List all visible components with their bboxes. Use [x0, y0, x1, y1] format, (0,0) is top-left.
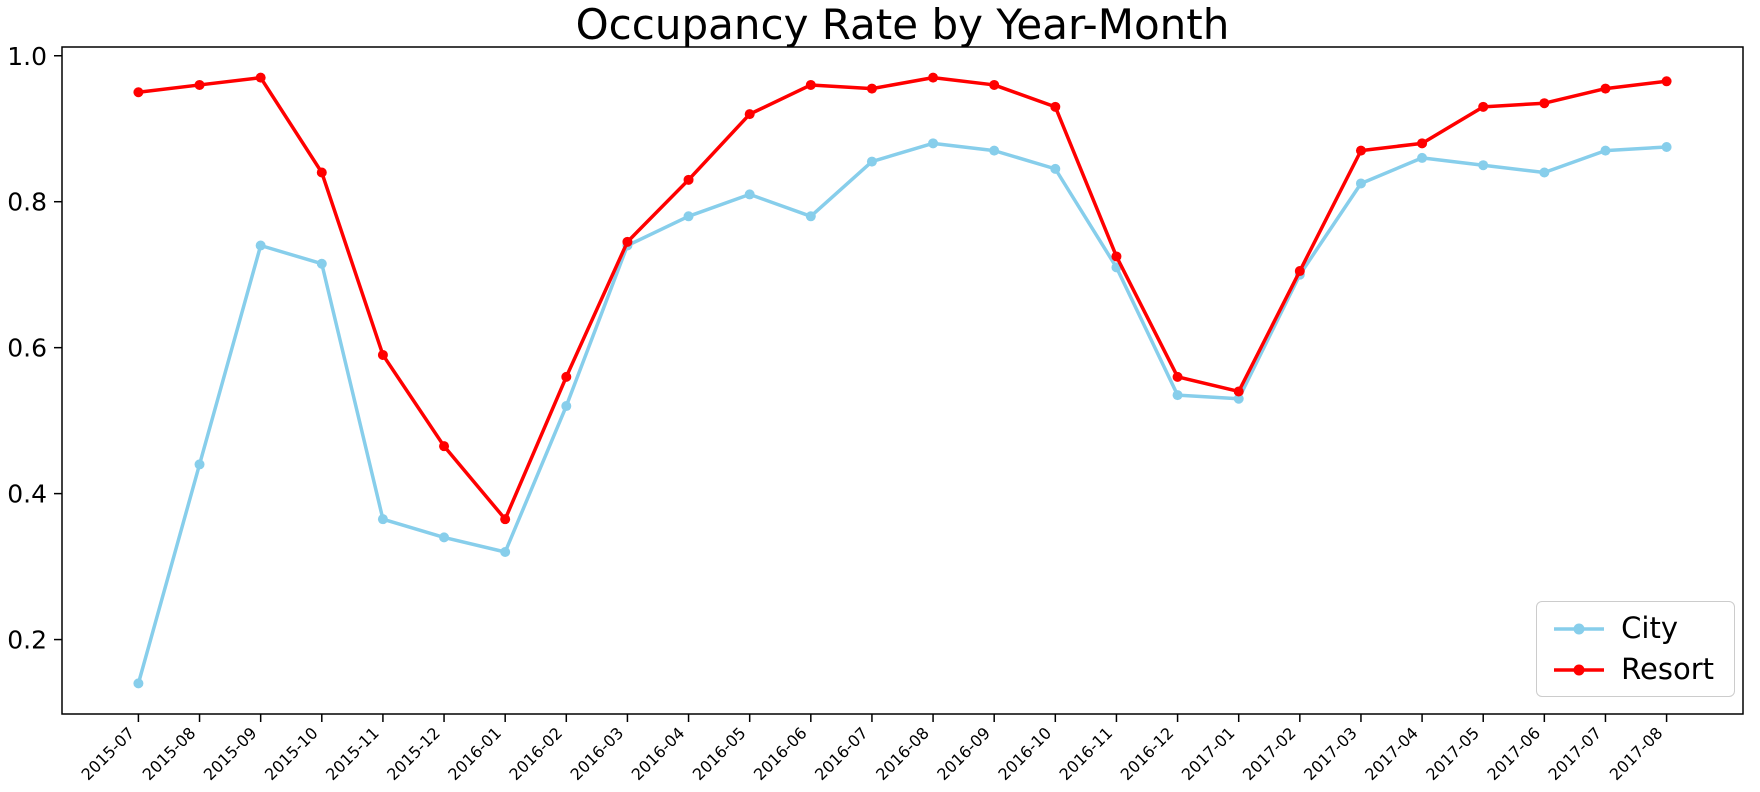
legend-label-city: City — [1621, 611, 1678, 645]
svg-text:2016-08: 2016-08 — [872, 723, 933, 784]
svg-text:2015-07: 2015-07 — [78, 723, 139, 784]
svg-text:2016-01: 2016-01 — [444, 723, 505, 784]
svg-text:2017-07: 2017-07 — [1545, 723, 1606, 784]
svg-text:2015-11: 2015-11 — [322, 723, 383, 784]
svg-text:1.0: 1.0 — [7, 42, 47, 71]
svg-text:0.8: 0.8 — [7, 188, 47, 217]
svg-text:2016-11: 2016-11 — [1056, 723, 1117, 784]
chart-title: Occupancy Rate by Year-Month — [575, 0, 1230, 49]
svg-text:2016-04: 2016-04 — [628, 723, 689, 784]
svg-text:2016-09: 2016-09 — [933, 723, 994, 784]
legend-item-city: City — [1551, 614, 1714, 643]
city-line-swatch — [1554, 623, 1605, 634]
svg-text:2016-06: 2016-06 — [750, 723, 811, 784]
svg-text:2015-08: 2015-08 — [139, 723, 200, 784]
svg-text:2016-03: 2016-03 — [567, 723, 628, 784]
svg-text:2015-09: 2015-09 — [200, 723, 261, 784]
legend: City Resort — [1536, 601, 1735, 697]
svg-text:2017-04: 2017-04 — [1361, 723, 1422, 784]
svg-text:2016-12: 2016-12 — [1117, 723, 1178, 784]
legend-item-resort: Resort — [1551, 655, 1714, 684]
svg-text:2016-05: 2016-05 — [689, 723, 750, 784]
legend-label-resort: Resort — [1621, 652, 1714, 686]
svg-text:2016-07: 2016-07 — [811, 723, 872, 784]
svg-text:2017-01: 2017-01 — [1178, 723, 1239, 784]
svg-text:0.4: 0.4 — [7, 480, 47, 509]
svg-text:2016-02: 2016-02 — [505, 723, 566, 784]
svg-text:2015-12: 2015-12 — [383, 723, 444, 784]
svg-text:0.2: 0.2 — [7, 626, 47, 655]
resort-line-swatch — [1554, 664, 1605, 675]
svg-text:2017-06: 2017-06 — [1483, 723, 1544, 784]
svg-text:2016-10: 2016-10 — [994, 723, 1055, 784]
svg-text:2017-02: 2017-02 — [1239, 723, 1300, 784]
svg-text:2015-10: 2015-10 — [261, 723, 322, 784]
svg-text:2017-08: 2017-08 — [1606, 723, 1667, 784]
svg-text:2017-05: 2017-05 — [1422, 723, 1483, 784]
svg-text:0.6: 0.6 — [7, 334, 47, 363]
svg-text:2017-03: 2017-03 — [1300, 723, 1361, 784]
